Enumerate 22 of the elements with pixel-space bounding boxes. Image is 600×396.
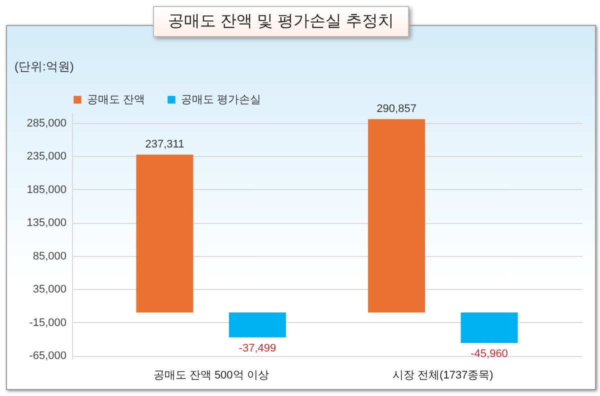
legend-label: 공매도 평가손실 [181, 94, 262, 106]
y-axis-title: (단위:억원) [14, 60, 74, 74]
data-label: -45,960 [470, 348, 508, 360]
chart-title: 공매도 잔액 및 평가손실 추정치 [153, 6, 409, 37]
data-label: 237,311 [145, 138, 184, 151]
bar [136, 154, 194, 312]
legend-label: 공매도 잔액 [87, 94, 146, 106]
y-tick-label: -15,000 [29, 316, 66, 329]
y-tick-label: 285,000 [26, 117, 66, 130]
y-tick-label: 85,000 [32, 250, 66, 262]
y-tick-label: 35,000 [32, 284, 66, 296]
y-tick-label: 135,000 [26, 217, 66, 230]
x-tick-label: 시장 전체(1737종목) [392, 370, 494, 382]
data-label: -37,499 [238, 342, 276, 354]
bar [368, 119, 426, 312]
data-label: 290,857 [376, 103, 416, 116]
y-tick-label: -65,000 [29, 350, 66, 362]
x-tick-label: 공매도 잔액 500억 이상 [153, 370, 269, 382]
y-tick-label: 235,000 [26, 150, 66, 163]
bar [228, 312, 286, 338]
bar [460, 312, 518, 344]
y-tick-label: 185,000 [26, 184, 66, 196]
